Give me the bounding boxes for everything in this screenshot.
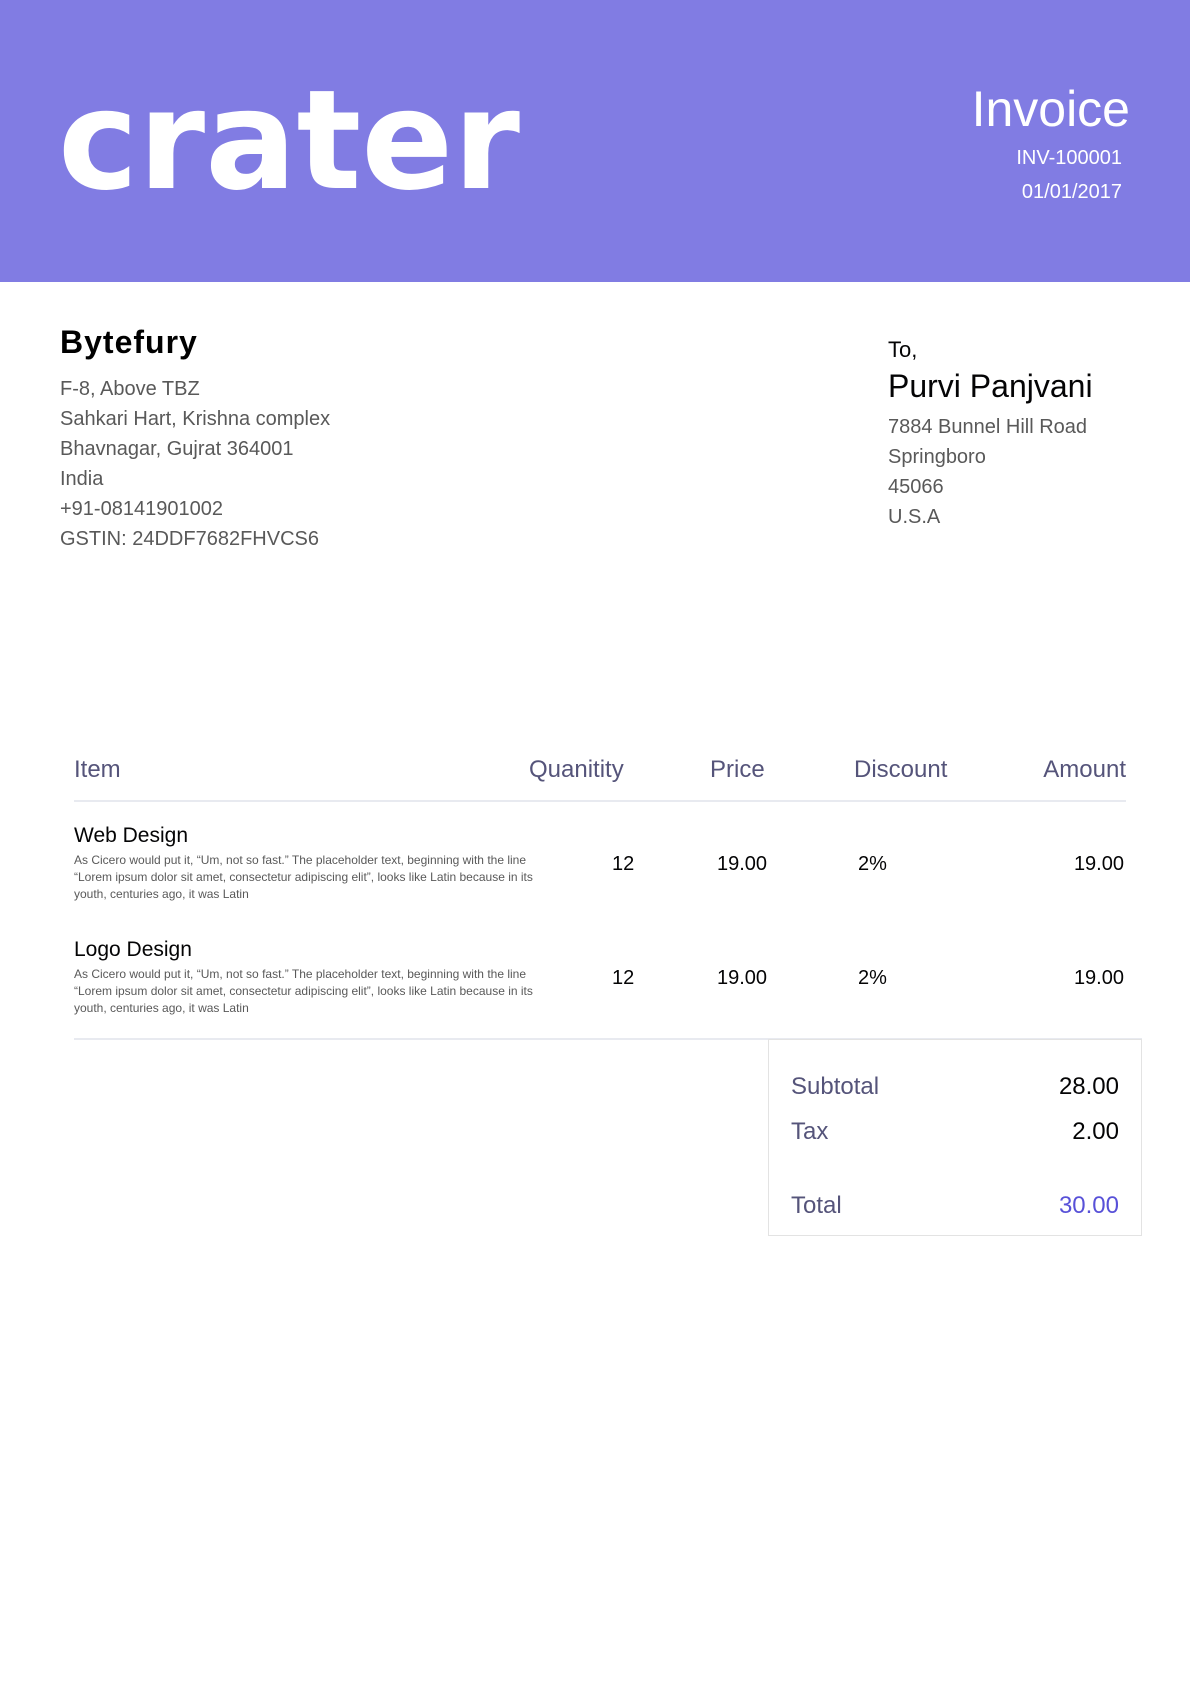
address-line: India	[60, 468, 104, 490]
address-line: U.S.A	[888, 506, 941, 528]
table-bottom-divider	[74, 1038, 1142, 1040]
header-quantity: Quanitity	[529, 756, 624, 783]
header-amount: Amount	[1043, 756, 1126, 783]
address-line: Springboro	[888, 446, 986, 468]
company-address: F-8, Above TBZ Sahkari Hart, Krishna com…	[60, 374, 330, 554]
item-quantity: 12	[612, 853, 635, 875]
item-price: 19.00	[717, 853, 768, 875]
tax-value: 2.00	[1072, 1118, 1119, 1145]
header-discount: Discount	[854, 756, 948, 783]
address-line: GSTIN: 24DDF7682FHVCS6	[60, 528, 319, 550]
address-line: 7884 Bunnel Hill Road	[888, 416, 1088, 438]
crater-logo: crater	[58, 80, 520, 200]
svg-text:crater: crater	[58, 80, 520, 200]
item-quantity: 12	[612, 967, 635, 989]
item-discount: 2%	[858, 853, 887, 875]
company-name: Bytefury	[60, 324, 198, 360]
address-line: Bhavnagar, Gujrat 364001	[60, 438, 294, 460]
item-description: As Cicero would put it, “Um, not so fast…	[74, 967, 533, 1015]
to-label: To,	[888, 337, 918, 362]
header-item: Item	[74, 756, 121, 783]
total-value: 30.00	[1058, 1192, 1119, 1219]
tax-label: Tax	[791, 1118, 829, 1145]
address-line: +91-08141901002	[60, 498, 223, 520]
subtotal-label: Subtotal	[791, 1073, 880, 1100]
invoice-number: INV-100001	[1016, 147, 1122, 169]
totals-box: Subtotal 28.00 Tax 2.00 Total 30.00	[768, 1039, 1142, 1236]
item-description: As Cicero would put it, “Um, not so fast…	[74, 853, 533, 901]
invoice-header: crater Invoice INV-100001 01/01/2017	[0, 0, 1190, 282]
item-amount: 19.00	[1073, 853, 1124, 875]
address-line: F-8, Above TBZ	[60, 378, 200, 400]
address-line: 45066	[888, 476, 944, 498]
customer-address: 7884 Bunnel Hill Road Springboro 45066 U…	[888, 412, 1087, 532]
invoice-date: 01/01/2017	[1021, 181, 1122, 203]
item-discount: 2%	[858, 967, 887, 989]
subtotal-value: 28.00	[1058, 1073, 1119, 1100]
item-name: Logo Design	[74, 938, 192, 961]
header-price: Price	[710, 756, 765, 783]
item-amount: 19.00	[1073, 967, 1124, 989]
total-label: Total	[791, 1192, 842, 1219]
customer-name: Purvi Panjvani	[888, 368, 1093, 404]
item-name: Web Design	[74, 824, 189, 847]
address-line: Sahkari Hart, Krishna complex	[60, 408, 331, 430]
item-price: 19.00	[717, 967, 768, 989]
invoice-title: Invoice	[971, 81, 1130, 137]
header-divider	[74, 800, 1126, 802]
